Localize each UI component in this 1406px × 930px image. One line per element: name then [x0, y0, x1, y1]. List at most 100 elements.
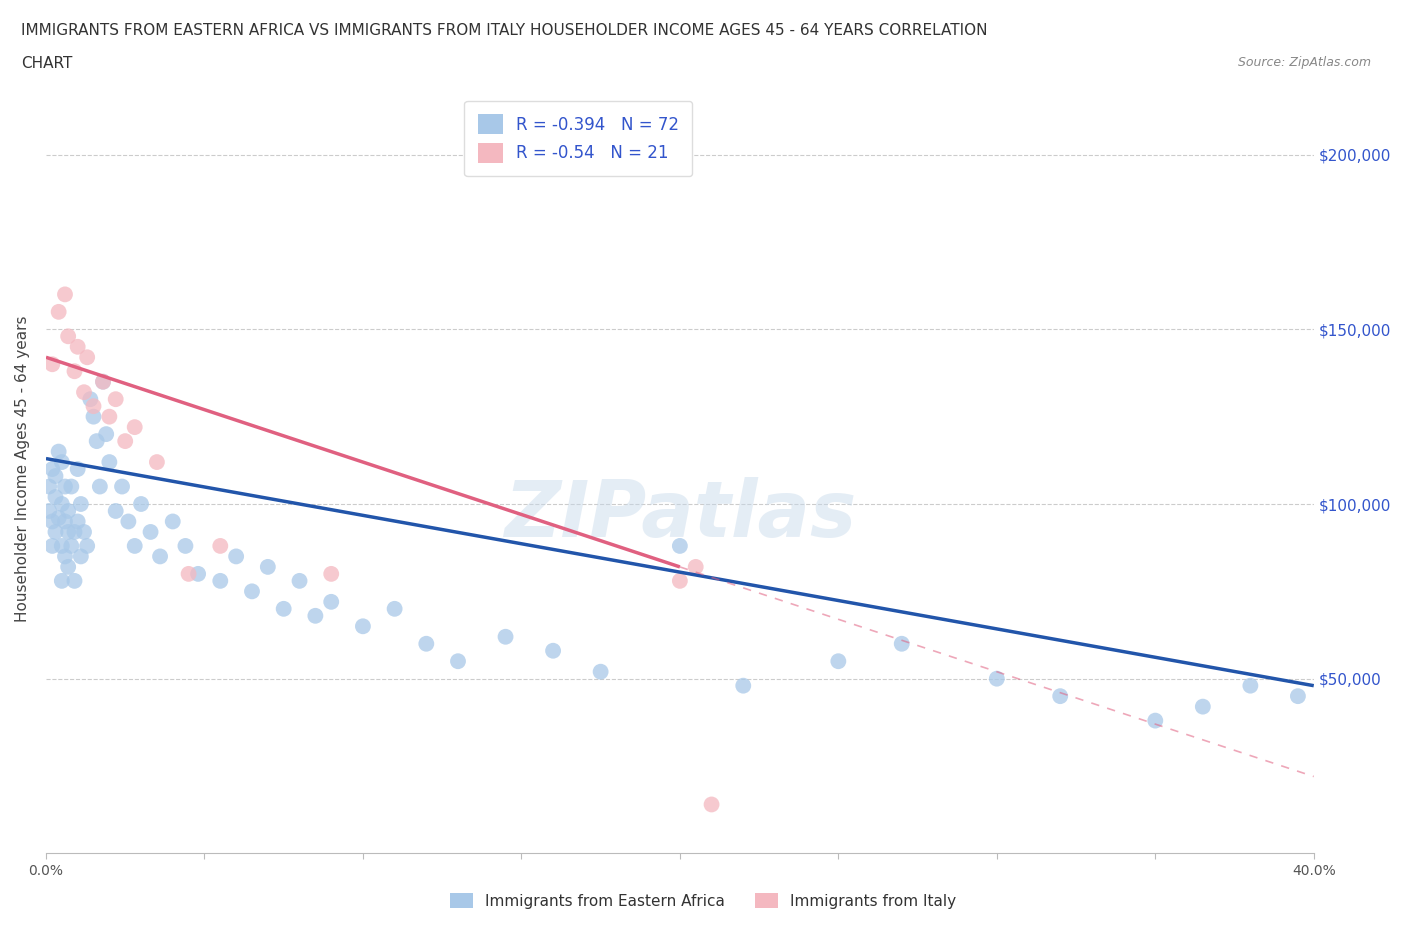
Point — [111, 479, 134, 494]
Point — [273, 602, 295, 617]
Point — [53, 479, 76, 494]
Point — [890, 636, 912, 651]
Point — [41, 538, 63, 553]
Point — [384, 602, 406, 617]
Point — [146, 455, 169, 470]
Point — [76, 350, 98, 365]
Point — [89, 479, 111, 494]
Point — [66, 339, 89, 354]
Point — [98, 455, 121, 470]
Text: IMMIGRANTS FROM EASTERN AFRICA VS IMMIGRANTS FROM ITALY HOUSEHOLDER INCOME AGES : IMMIGRANTS FROM EASTERN AFRICA VS IMMIGR… — [21, 23, 987, 38]
Point — [669, 574, 692, 589]
Point — [56, 503, 79, 518]
Point — [60, 479, 83, 494]
Point — [447, 654, 470, 669]
Point — [56, 560, 79, 575]
Point — [96, 427, 118, 442]
Point — [63, 525, 86, 539]
Point — [1049, 689, 1071, 704]
Point — [63, 574, 86, 589]
Point — [66, 514, 89, 529]
Point — [288, 574, 311, 589]
Point — [174, 538, 197, 553]
Point — [38, 479, 60, 494]
Point — [104, 503, 127, 518]
Point — [495, 630, 517, 644]
Point — [41, 357, 63, 372]
Legend: R = -0.394   N = 72, R = -0.54   N = 21: R = -0.394 N = 72, R = -0.54 N = 21 — [464, 100, 692, 177]
Point — [48, 304, 70, 319]
Point — [669, 538, 692, 553]
Point — [187, 566, 209, 581]
Point — [352, 618, 374, 633]
Point — [44, 489, 66, 504]
Point — [162, 514, 184, 529]
Point — [209, 538, 232, 553]
Legend: Immigrants from Eastern Africa, Immigrants from Italy: Immigrants from Eastern Africa, Immigran… — [443, 886, 963, 915]
Point — [53, 287, 76, 302]
Point — [114, 433, 136, 448]
Point — [73, 385, 96, 400]
Point — [415, 636, 437, 651]
Point — [44, 525, 66, 539]
Point — [66, 461, 89, 476]
Point — [91, 374, 114, 389]
Point — [139, 525, 162, 539]
Point — [79, 392, 101, 406]
Point — [209, 574, 232, 589]
Point — [589, 664, 612, 679]
Point — [56, 329, 79, 344]
Point — [51, 538, 73, 553]
Text: Source: ZipAtlas.com: Source: ZipAtlas.com — [1237, 56, 1371, 69]
Point — [48, 445, 70, 459]
Point — [129, 497, 152, 512]
Text: ZIPatlas: ZIPatlas — [503, 477, 856, 553]
Point — [73, 525, 96, 539]
Point — [63, 364, 86, 379]
Point — [700, 797, 723, 812]
Point — [321, 566, 343, 581]
Point — [69, 497, 91, 512]
Point — [256, 560, 278, 575]
Point — [51, 574, 73, 589]
Point — [177, 566, 200, 581]
Point — [83, 399, 105, 414]
Y-axis label: Householder Income Ages 45 - 64 years: Householder Income Ages 45 - 64 years — [15, 316, 30, 622]
Point — [321, 594, 343, 609]
Point — [41, 461, 63, 476]
Point — [41, 514, 63, 529]
Point — [225, 549, 247, 564]
Point — [86, 433, 108, 448]
Point — [98, 409, 121, 424]
Point — [304, 608, 326, 623]
Point — [240, 584, 263, 599]
Point — [1286, 689, 1309, 704]
Point — [124, 419, 146, 434]
Point — [60, 538, 83, 553]
Point — [38, 503, 60, 518]
Point — [685, 560, 707, 575]
Point — [51, 455, 73, 470]
Point — [83, 409, 105, 424]
Point — [69, 549, 91, 564]
Point — [104, 392, 127, 406]
Point — [827, 654, 849, 669]
Point — [124, 538, 146, 553]
Point — [1239, 678, 1261, 693]
Point — [117, 514, 139, 529]
Point — [56, 525, 79, 539]
Point — [48, 511, 70, 525]
Point — [986, 671, 1008, 686]
Point — [1191, 699, 1213, 714]
Point — [51, 497, 73, 512]
Text: CHART: CHART — [21, 56, 73, 71]
Point — [541, 644, 564, 658]
Point — [76, 538, 98, 553]
Point — [53, 549, 76, 564]
Point — [1144, 713, 1167, 728]
Point — [149, 549, 172, 564]
Point — [91, 374, 114, 389]
Point — [53, 514, 76, 529]
Point — [733, 678, 755, 693]
Point — [44, 469, 66, 484]
